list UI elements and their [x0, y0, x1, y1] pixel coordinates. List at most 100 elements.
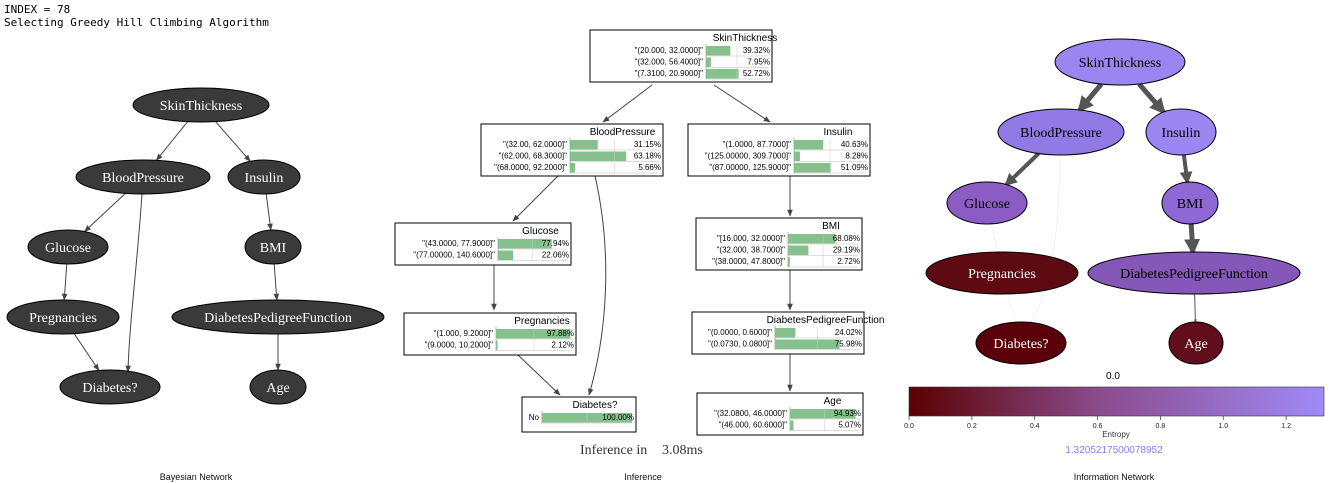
algorithm-line: Selecting Greedy Hill Climbing Algorithm [4, 16, 269, 29]
bn-edge-skinthickness-to-bloodpressure [155, 121, 188, 161]
state-label: "(0.0000, 0.6000]" [708, 328, 772, 337]
info-node-bmi: BMI [1161, 181, 1219, 225]
inference-edge-skinthickness-to-bloodpressure [602, 84, 653, 123]
inference-row: "(7.3100, 20.9000]" 52.72% [635, 69, 770, 80]
info-node-shape [1168, 321, 1224, 365]
info-edge-skinthickness-to-bloodpressure [1077, 82, 1104, 113]
probability-value: 22.06% [542, 251, 569, 260]
probability-bar [570, 151, 627, 161]
entropy-colorbar: 0.0 0.0 0.2 0.4 0.6 0.8 1.0 1.2 Entropy 1.3205… [904, 371, 1325, 456]
bn-node-shape [6, 299, 120, 335]
probability-bar [570, 163, 576, 173]
inference-box-diabetespedigreefunction: DiabetesPedigreeFunction "(0.0000, 0.6000… [691, 311, 884, 355]
probability-value: 51.09% [841, 163, 868, 172]
inference-row: "[16.000, 32.0000]" 68.08% [717, 234, 860, 245]
bn-node-bloodpressure: BloodPressure [75, 159, 211, 195]
info-edge-insulin-to-bmi [1179, 154, 1193, 185]
bn-edge-glucose-to-pregnancies [61, 263, 68, 301]
state-label: "(125.00000, 309.7000]" [705, 152, 791, 161]
inference-box-age: Age "(32.0800, 46.0000]" 94.93% "(46.000, 6… [696, 392, 864, 436]
bn-node-shape [132, 87, 270, 123]
colorbar-tick-label: 0.0 [904, 423, 914, 430]
bn-node-glucose: Glucose [27, 229, 109, 265]
inference-row: "(0.0730, 0.0800]" 75.98% [708, 339, 862, 350]
info-node-label: BloodPressure [1020, 126, 1102, 141]
info-node-label: SkinThickness [1079, 56, 1161, 71]
probability-bar [498, 239, 552, 249]
probability-value: 7.95% [747, 58, 770, 67]
inference-box-bloodpressure: BloodPressure "(32.00, 62.0000]" 31.15% "(6… [480, 123, 664, 177]
state-label: "(46.000, 60.6000]" [719, 421, 788, 430]
probability-bar [788, 257, 790, 267]
inference-box-title: SkinThickness [713, 33, 777, 44]
inference-box-title: Glucose [522, 226, 559, 237]
probability-value: 2.72% [837, 257, 860, 266]
info-edge-bmi-to-diabetespedigreefunction [1184, 223, 1201, 256]
colorbar-tick-label: 0.6 [1093, 423, 1103, 430]
entropy-value: 1.3205217500078952 [1065, 445, 1163, 456]
info-node-age: Age [1168, 321, 1224, 365]
bn-node-insulin: Insulin [227, 159, 301, 195]
state-label: "(7.3100, 20.9000]" [635, 69, 704, 78]
probability-bar [788, 245, 809, 255]
probability-bar [706, 57, 711, 67]
probability-value: 5.07% [838, 421, 861, 430]
probability-bar [496, 329, 571, 339]
bn-edge-bloodpressure-to-glucose [84, 193, 126, 233]
bn-node-shape [75, 159, 211, 195]
info-node-shape [975, 321, 1067, 365]
colorbar-tick-label: 1.2 [1281, 423, 1291, 430]
probability-value: 31.15% [634, 140, 661, 149]
inference-box-diabetes: Diabetes? No 100.00% [521, 396, 637, 433]
probability-value: 29.19% [833, 246, 860, 255]
inference-row: "(1.000, 9.2000]" 97.88% [434, 329, 574, 340]
info-node-label: DiabetesPedigreeFunction [1120, 267, 1268, 282]
inference-box-title: BMI [822, 221, 840, 232]
info-node-shape [925, 251, 1079, 295]
inference-box-title: Age [824, 396, 842, 407]
colorbar-tick-label: 1.0 [1218, 423, 1228, 430]
state-label: "(77.00000, 140.6000]" [413, 251, 495, 260]
state-label: "(38.0000, 47.8000]" [712, 257, 785, 266]
probability-value: 68.08% [833, 234, 860, 243]
colorbar-tick-label: 0.2 [967, 423, 977, 430]
probability-value: 39.32% [743, 46, 770, 55]
probability-bar [788, 234, 836, 244]
caption-inference: Inference [624, 472, 662, 482]
info-node-glucose: Glucose [946, 181, 1028, 225]
probability-bar [794, 140, 824, 150]
state-label: "(62.000, 68.3000]" [499, 152, 568, 161]
inference-edge-pregnancies-to-diabetes [517, 354, 561, 396]
state-label: "[16.000, 32.0000]" [717, 234, 785, 243]
probability-value: 97.88% [547, 329, 574, 338]
state-label: "(43.0000, 77.9000]" [422, 239, 495, 248]
inference-box-title: Insulin [824, 127, 853, 138]
bn-node-shape [59, 369, 161, 405]
inference-row: No 100.00% [529, 413, 634, 424]
bn-node-label: Insulin [245, 171, 284, 186]
bn-node-shape [27, 229, 109, 265]
index-line: INDEX = 78 [4, 3, 71, 16]
bn-node-diabetes: Diabetes? [59, 369, 161, 405]
inference-box-title: BloodPressure [590, 127, 656, 138]
bn-node-label: Diabetes? [82, 381, 137, 396]
inference-edge-bloodpressure-to-glucose [512, 175, 559, 222]
inference-box-title: Pregnancies [514, 316, 570, 327]
state-label: "(9.0000, 10.2000]" [425, 341, 494, 350]
info-edge-bloodpressure-to-glucose [1004, 152, 1040, 187]
info-edge-bloodpressure-to-diabetes [1030, 154, 1060, 323]
inference-box-pregnancies: Pregnancies "(1.000, 9.2000]" 97.88% "(9.00… [403, 312, 577, 356]
colorbar-gradient [908, 386, 1325, 417]
info-edge-glucose-to-pregnancies [991, 223, 998, 253]
inference-row: "(20.000, 32.0000]" 39.32% [635, 46, 770, 57]
probability-bar [794, 151, 800, 161]
probability-value: 2.12% [551, 341, 574, 350]
info-node-diabetes: Diabetes? [975, 321, 1067, 365]
state-label: No [529, 413, 540, 422]
inference-box-insulin: Insulin "(1.0000, 87.7000]" 40.63% "(125.00… [687, 123, 871, 177]
bn-node-pregnancies: Pregnancies [6, 299, 120, 335]
state-label: "(32.0800, 46.0000]" [714, 409, 787, 418]
colorbar-tick-label: 0.4 [1030, 423, 1040, 430]
inference-row: "(32.000, 38.7000]" 29.19% [717, 245, 860, 256]
